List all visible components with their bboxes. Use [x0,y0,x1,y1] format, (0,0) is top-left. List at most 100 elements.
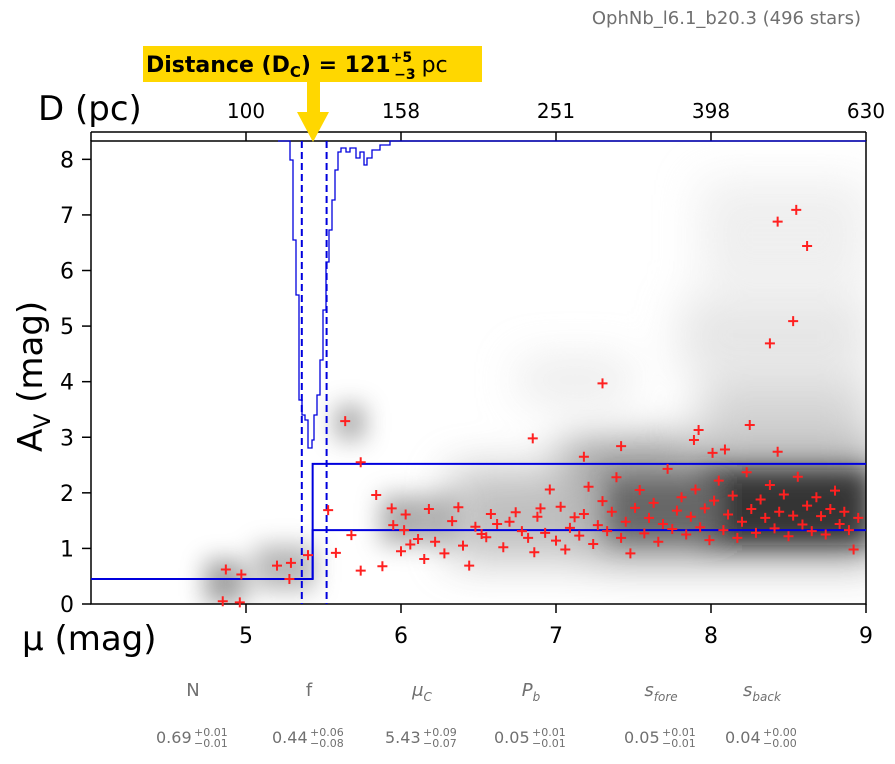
x-tick-label: 9 [859,624,873,649]
star-marker [657,518,668,529]
star-marker [602,526,613,537]
star-marker [355,457,366,468]
star-marker [583,481,594,492]
star-marker [419,553,430,564]
star-marker [671,505,682,516]
star-marker [606,506,617,517]
y-tick-label: 8 [60,148,74,173]
param-label: N [186,680,199,701]
star-marker [853,512,864,523]
param-value: 0.05 [624,728,660,747]
param-plus: +0.00 [763,726,797,739]
star-marker [727,490,738,501]
param-minus: −0.08 [310,737,344,750]
star-marker [234,597,245,608]
star-marker [688,435,699,446]
star-marker [540,527,551,538]
star-marker [485,508,496,519]
star-marker [551,535,561,546]
star-marker [704,535,715,546]
star-marker [653,536,664,547]
star-marker [588,538,599,549]
star-marker [625,548,636,559]
star-marker [690,484,701,495]
star-marker [811,492,822,503]
star-marker [764,338,775,349]
star-marker [611,472,622,483]
axis-labels: μ (mag) D (pc) AV (mag) [11,89,157,659]
star-marker [220,564,231,575]
star-marker [405,539,416,550]
top-tick-label: 251 [537,99,575,123]
star-marker [330,547,341,558]
chart-subtitle: OphNb_l6.1_b20.3 (496 stars) [591,8,861,29]
x-tick-label: 7 [549,624,563,649]
x-tick-label: 5 [239,624,253,649]
star-marker [707,447,718,458]
star-marker [839,506,850,517]
y-tick-label: 7 [60,204,74,229]
x-tick-label: 6 [394,624,408,649]
star-marker [430,536,441,547]
star-marker [560,544,571,555]
star-marker [523,532,534,543]
star-marker [783,531,794,542]
star-marker [834,518,845,529]
star-marker [535,503,546,514]
star-marker [750,527,761,538]
param-label: f [306,680,313,701]
param-plus: +0.01 [194,726,228,739]
param-plus: +0.06 [310,726,344,739]
star-marker [439,548,450,559]
star-marker [569,512,580,523]
star-marker [504,516,515,527]
y-tick-label: 5 [60,315,74,340]
param-minus: −0.00 [763,737,797,750]
star-marker [616,532,627,543]
star-marker [843,525,854,536]
distance-arrow [297,82,329,142]
star-marker [791,204,802,215]
star-marker [527,433,538,444]
y-tick-label: 4 [60,371,74,396]
star-marker [806,526,817,537]
model-lower-line [311,529,866,579]
star-marker [792,471,803,482]
distance-text: Distance (DC) = 121+5 −3 pc [146,50,448,83]
star-marker [830,485,840,496]
param-plus: +0.01 [532,726,566,739]
star-marker [399,525,410,536]
star-markers [217,204,864,608]
param-minus: −0.01 [532,737,566,750]
star-marker [667,523,678,534]
star-marker [681,529,692,540]
star-marker [592,520,603,531]
star-marker [532,511,543,522]
top-tick-label: 158 [382,99,420,123]
star-marker [719,444,730,455]
param-value: 0.04 [725,728,761,747]
star-marker [355,565,366,576]
star-marker [371,490,382,501]
star-marker [718,525,729,536]
star-marker [377,561,388,572]
star-marker [285,557,296,568]
param-label: sfore [644,680,677,704]
star-marker [639,528,650,539]
star-marker [217,596,228,607]
star-marker [685,511,696,522]
star-marker [774,506,785,517]
star-marker [820,529,831,540]
star-marker [699,503,710,514]
param-minus: −0.07 [423,737,457,750]
star-marker [400,509,411,520]
star-marker [597,496,608,507]
x-axis-label: μ (mag) [22,619,157,659]
star-marker [634,485,645,496]
y-tick-label: 3 [60,426,74,451]
star-marker [284,573,295,584]
star-marker [492,518,503,529]
star-marker [516,526,527,537]
